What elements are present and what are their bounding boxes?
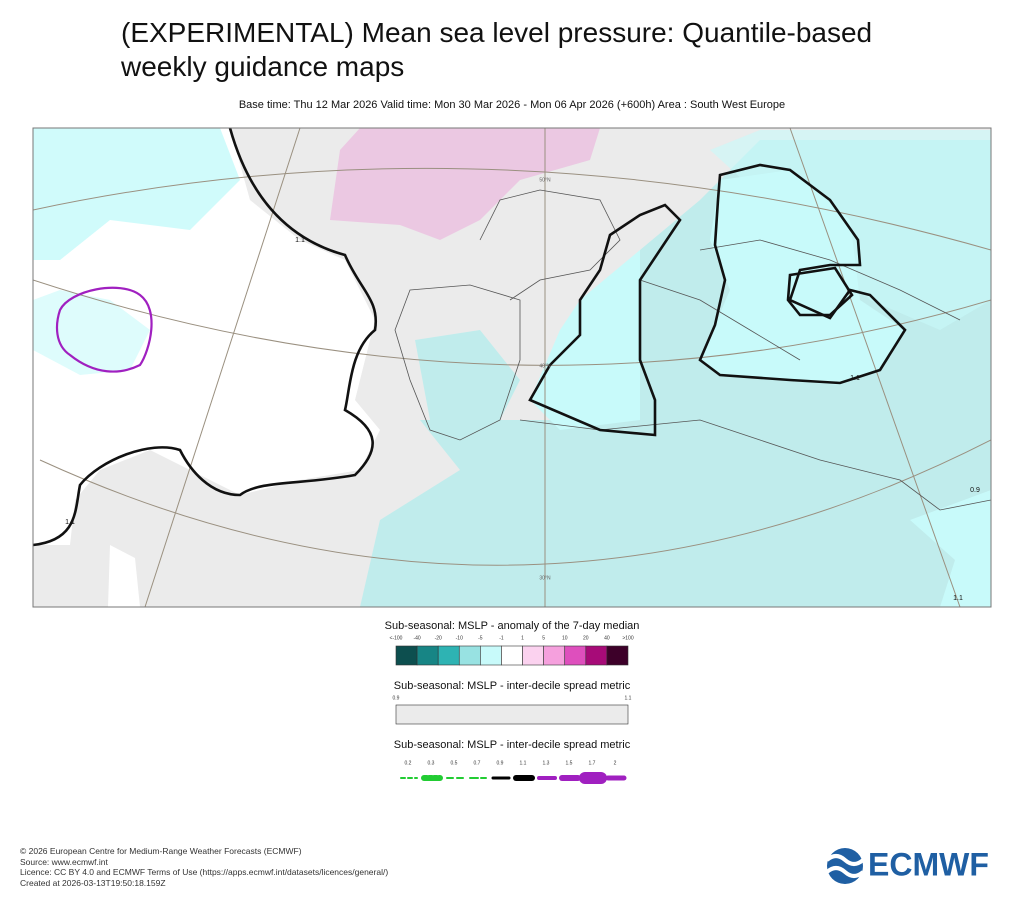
legend-label: 0.5 <box>451 760 458 766</box>
logo: ECMWF <box>825 846 989 884</box>
legend-label: -1 <box>499 635 504 641</box>
legend-label: 10 <box>562 635 568 641</box>
legend-swatch <box>606 645 629 666</box>
legend-swatch <box>543 645 566 666</box>
logo-text: ECMWF <box>868 846 989 882</box>
grid-label: 40°N <box>539 363 551 369</box>
legend-label: 1.3 <box>543 760 550 766</box>
legend-swatch <box>458 645 481 666</box>
contour-label: 1.1 <box>953 595 963 602</box>
legend-label: 0.3 <box>428 760 435 766</box>
legend-label: >100 <box>622 635 633 641</box>
legend-label: 0.9 <box>393 695 400 701</box>
map <box>33 128 991 607</box>
legend-swatch <box>416 645 439 666</box>
footer-line: Licence: CC BY 4.0 and ECMWF Terms of Us… <box>20 867 389 877</box>
legend-label: -10 <box>456 635 463 641</box>
legend-swatch <box>395 704 629 725</box>
legend-label: 0.2 <box>405 760 412 766</box>
grid-label: 50°N <box>539 177 551 183</box>
graticule <box>33 128 991 607</box>
legend-swatch <box>437 645 460 666</box>
grid-label: 30°N <box>539 575 551 581</box>
map-frame <box>32 127 992 608</box>
legend-label: 20 <box>583 635 589 641</box>
title: (EXPERIMENTAL) Mean sea level pressure: … <box>121 17 873 82</box>
legend-label: -5 <box>478 635 483 641</box>
legend-label: -20 <box>435 635 442 641</box>
legend-label: 0.9 <box>497 760 504 766</box>
legend-label: 1.7 <box>589 760 596 766</box>
footer-line: © 2026 European Centre for Medium-Range … <box>20 846 302 856</box>
legend-label: 1.5 <box>566 760 573 766</box>
legend-title: Sub-seasonal: MSLP - anomaly of the 7-da… <box>385 620 640 632</box>
legend-label: 0.7 <box>474 760 481 766</box>
contour-spread <box>55 286 153 373</box>
legend-label: 5 <box>542 635 545 641</box>
legend-swatch <box>395 645 418 666</box>
contour-label: 1.1 <box>850 375 860 382</box>
footer: © 2026 European Centre for Medium-Range … <box>20 846 388 888</box>
footer-line: Created at 2026-03-13T19:50:18.159Z <box>20 877 166 888</box>
legend-label: -40 <box>413 635 420 641</box>
legend-label: 1.1 <box>625 695 632 701</box>
legend-title: Sub-seasonal: MSLP - inter-decile spread… <box>394 680 631 692</box>
legend-label: 1 <box>521 635 524 641</box>
legend-swatch <box>564 645 587 666</box>
legend-label: 1.1 <box>520 760 527 766</box>
footer-line: Source: www.ecmwf.int <box>20 856 108 867</box>
legend-title: Sub-seasonal: MSLP - inter-decile spread… <box>394 739 631 751</box>
legend-swatch <box>480 645 502 666</box>
legend-swatch <box>501 645 523 666</box>
subtitle: Base time: Thu 12 Mar 2026 Valid time: M… <box>238 99 786 111</box>
contour-label: 1.1 <box>65 519 75 526</box>
contours <box>33 128 907 547</box>
coastlines <box>394 189 991 511</box>
legend-label: <-100 <box>390 635 403 641</box>
legend-label: 40 <box>604 635 610 641</box>
contour-label: 0.9 <box>970 487 980 494</box>
contour-label: 1.1 <box>295 237 305 244</box>
legend-swatch <box>585 645 608 666</box>
legend-swatch <box>522 645 544 666</box>
legend-label: 2 <box>614 760 617 766</box>
